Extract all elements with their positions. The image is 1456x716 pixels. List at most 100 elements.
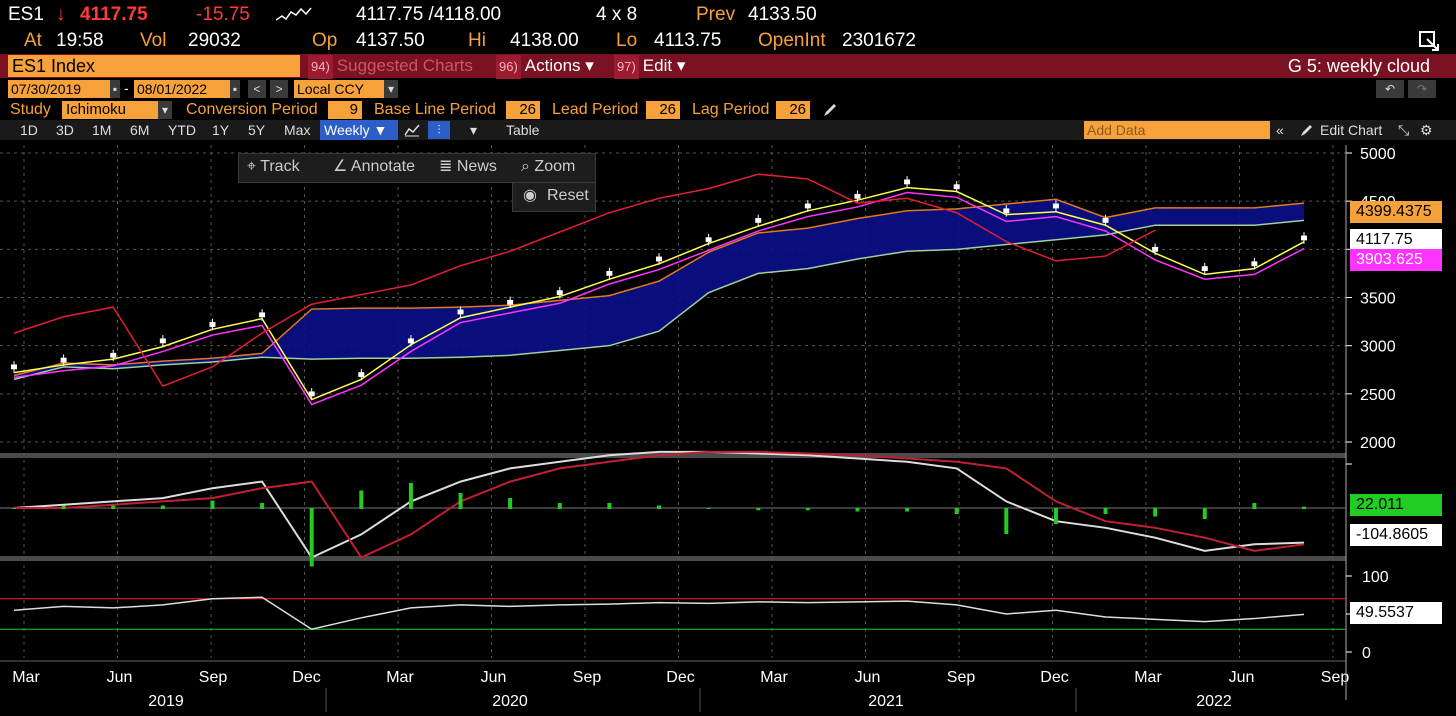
x-tick-label: Mar	[1134, 669, 1162, 686]
zoom-label: Zoom	[534, 158, 576, 175]
quote-row-1: ES1 ↓ 4117.75 -15.75 4117.75 /4118.00 4 …	[0, 0, 1456, 28]
macd-histogram-bar	[210, 500, 215, 509]
start-date-input[interactable]: 07/30/2019	[8, 80, 118, 98]
macd-histogram-bar	[61, 505, 66, 509]
base-line-period-input[interactable]: 26	[506, 101, 540, 119]
export-icon[interactable]	[1418, 30, 1440, 52]
security-field[interactable]: ES1 Index	[8, 55, 300, 77]
next-range-button[interactable]: >	[270, 80, 288, 98]
chart-name: G 5: weekly cloud	[1287, 56, 1430, 76]
bid-ask: 4117.75 /4118.00	[356, 4, 502, 25]
chevron-down-icon[interactable]: ▾	[158, 101, 172, 119]
resize-icon[interactable]: ⤡	[1398, 122, 1410, 138]
zoom-button[interactable]: ⌕ Zoom	[521, 154, 575, 180]
prev-range-button[interactable]: <	[248, 80, 266, 98]
add-data-input[interactable]: Add Data	[1084, 121, 1270, 139]
period-1y[interactable]: 1Y	[212, 122, 230, 138]
collapse-icon[interactable]: «	[1276, 122, 1284, 138]
price-candle	[904, 179, 911, 185]
macd-histogram-bar	[12, 508, 16, 509]
price-candle	[407, 338, 414, 344]
lag-period-input[interactable]: 26	[776, 101, 810, 119]
price-candle	[308, 391, 315, 397]
year-label: 2022	[1196, 693, 1232, 710]
vol-label: Vol	[140, 30, 167, 51]
line-chart-icon[interactable]	[404, 123, 420, 137]
chart-svg[interactable]: Mar Jun Sep Dec Mar Jun Sep Dec Mar Jun Sep Dec Mar J…	[0, 140, 1456, 716]
rsi-value-tag: 49.5537	[1350, 602, 1442, 624]
openint-value: 2301672	[842, 30, 916, 51]
gear-icon[interactable]: ⚙	[1420, 122, 1433, 138]
price-candle	[1052, 203, 1059, 209]
conversion-period-input[interactable]: 9	[328, 101, 362, 119]
lo-value: 4113.75	[654, 30, 722, 51]
y-tick-label: 5000	[1360, 146, 1396, 163]
last-value-tag: 4117.75	[1350, 229, 1442, 251]
chevron-down-icon[interactable]: ▾	[384, 80, 398, 98]
price-candle	[1201, 266, 1208, 272]
price-candle	[110, 352, 117, 358]
table-button[interactable]: Table	[506, 122, 540, 138]
x-tick-label: Sep	[947, 669, 976, 686]
macd-histogram-bar	[1103, 508, 1108, 514]
end-date-input[interactable]: 08/01/2022	[134, 80, 234, 98]
macd-histogram-bar	[508, 498, 513, 509]
calendar-icon[interactable]: ▪	[110, 80, 120, 98]
macd-histogram-bar	[1004, 508, 1009, 534]
period-5y[interactable]: 5Y	[248, 122, 266, 138]
period-1m[interactable]: 1M	[92, 122, 112, 138]
price-candle	[556, 290, 563, 296]
x-tick-label: Dec	[292, 669, 320, 686]
reset-button[interactable]: ◉ Reset	[512, 182, 596, 212]
period-ytd[interactable]: YTD	[168, 122, 196, 138]
macd-histogram-bar	[1252, 503, 1257, 509]
panel-divider	[0, 453, 1346, 458]
x-tick-label: Jun	[855, 669, 881, 686]
x-tick-label: Mar	[12, 669, 40, 686]
period-1d[interactable]: 1D	[20, 122, 38, 138]
x-tick-label: Sep	[199, 669, 228, 686]
price-candle	[60, 357, 67, 363]
currency-select[interactable]: Local CCY	[294, 80, 384, 98]
date-range-row: 07/30/2019 ▪ - 08/01/2022 ▪ < > Local CC…	[0, 79, 1456, 99]
redo-button[interactable]: ↷	[1408, 80, 1436, 98]
period-max[interactable]: Max	[284, 122, 311, 138]
price-candle	[1003, 208, 1010, 214]
macd-line	[13, 450, 1305, 559]
ticker[interactable]: ES1	[8, 4, 44, 25]
calendar-icon[interactable]: ▪	[230, 80, 240, 98]
ichimoku-cloud	[14, 199, 1304, 380]
price-candle	[457, 309, 464, 315]
op-value: 4137.50	[356, 30, 425, 51]
vol-value: 29032	[188, 30, 241, 51]
macd-hist-tag: 22.011	[1350, 494, 1442, 516]
suggested-charts-button[interactable]: 94) Suggested Charts	[308, 54, 473, 79]
annotate-button[interactable]: ∠ Annotate	[333, 154, 415, 180]
lo-label: Lo	[616, 30, 638, 51]
op-label: Op	[312, 30, 338, 51]
candle-chart-icon[interactable]: ⫶	[428, 121, 450, 139]
undo-button[interactable]: ↶	[1376, 80, 1404, 98]
study-row: Study Ichimoku ▾ Conversion Period 9 Bas…	[0, 100, 1456, 120]
macd-histogram-bar	[607, 503, 612, 509]
period-6m[interactable]: 6M	[130, 122, 150, 138]
edit-chart-button[interactable]: Edit Chart	[1320, 122, 1383, 138]
study-select[interactable]: Ichimoku	[62, 101, 158, 119]
pencil-icon[interactable]	[1300, 123, 1314, 137]
chart-area[interactable]: Mar Jun Sep Dec Mar Jun Sep Dec Mar Jun Sep Dec Mar J…	[0, 140, 1456, 716]
track-button[interactable]: ⌖ Track	[247, 154, 300, 180]
chevron-down-icon[interactable]: ▾	[470, 122, 478, 138]
lead-period-input[interactable]: 26	[646, 101, 680, 119]
pencil-icon[interactable]	[822, 102, 838, 118]
actions-menu-button[interactable]: 96) Actions ▾	[496, 54, 594, 79]
edit-menu-button[interactable]: 97) Edit ▾	[614, 54, 685, 79]
x-tick-label: Jun	[481, 669, 507, 686]
macd-histogram-bar	[954, 508, 959, 514]
size: 4 x 8	[596, 4, 638, 25]
news-icon: ≣	[439, 158, 453, 175]
prev-label: Prev	[696, 4, 736, 25]
period-3d[interactable]: 3D	[56, 122, 74, 138]
frequency-select[interactable]: Weekly ▼	[320, 120, 398, 140]
macd-histogram-bar	[905, 508, 910, 512]
news-button[interactable]: ≣ News	[439, 154, 497, 180]
